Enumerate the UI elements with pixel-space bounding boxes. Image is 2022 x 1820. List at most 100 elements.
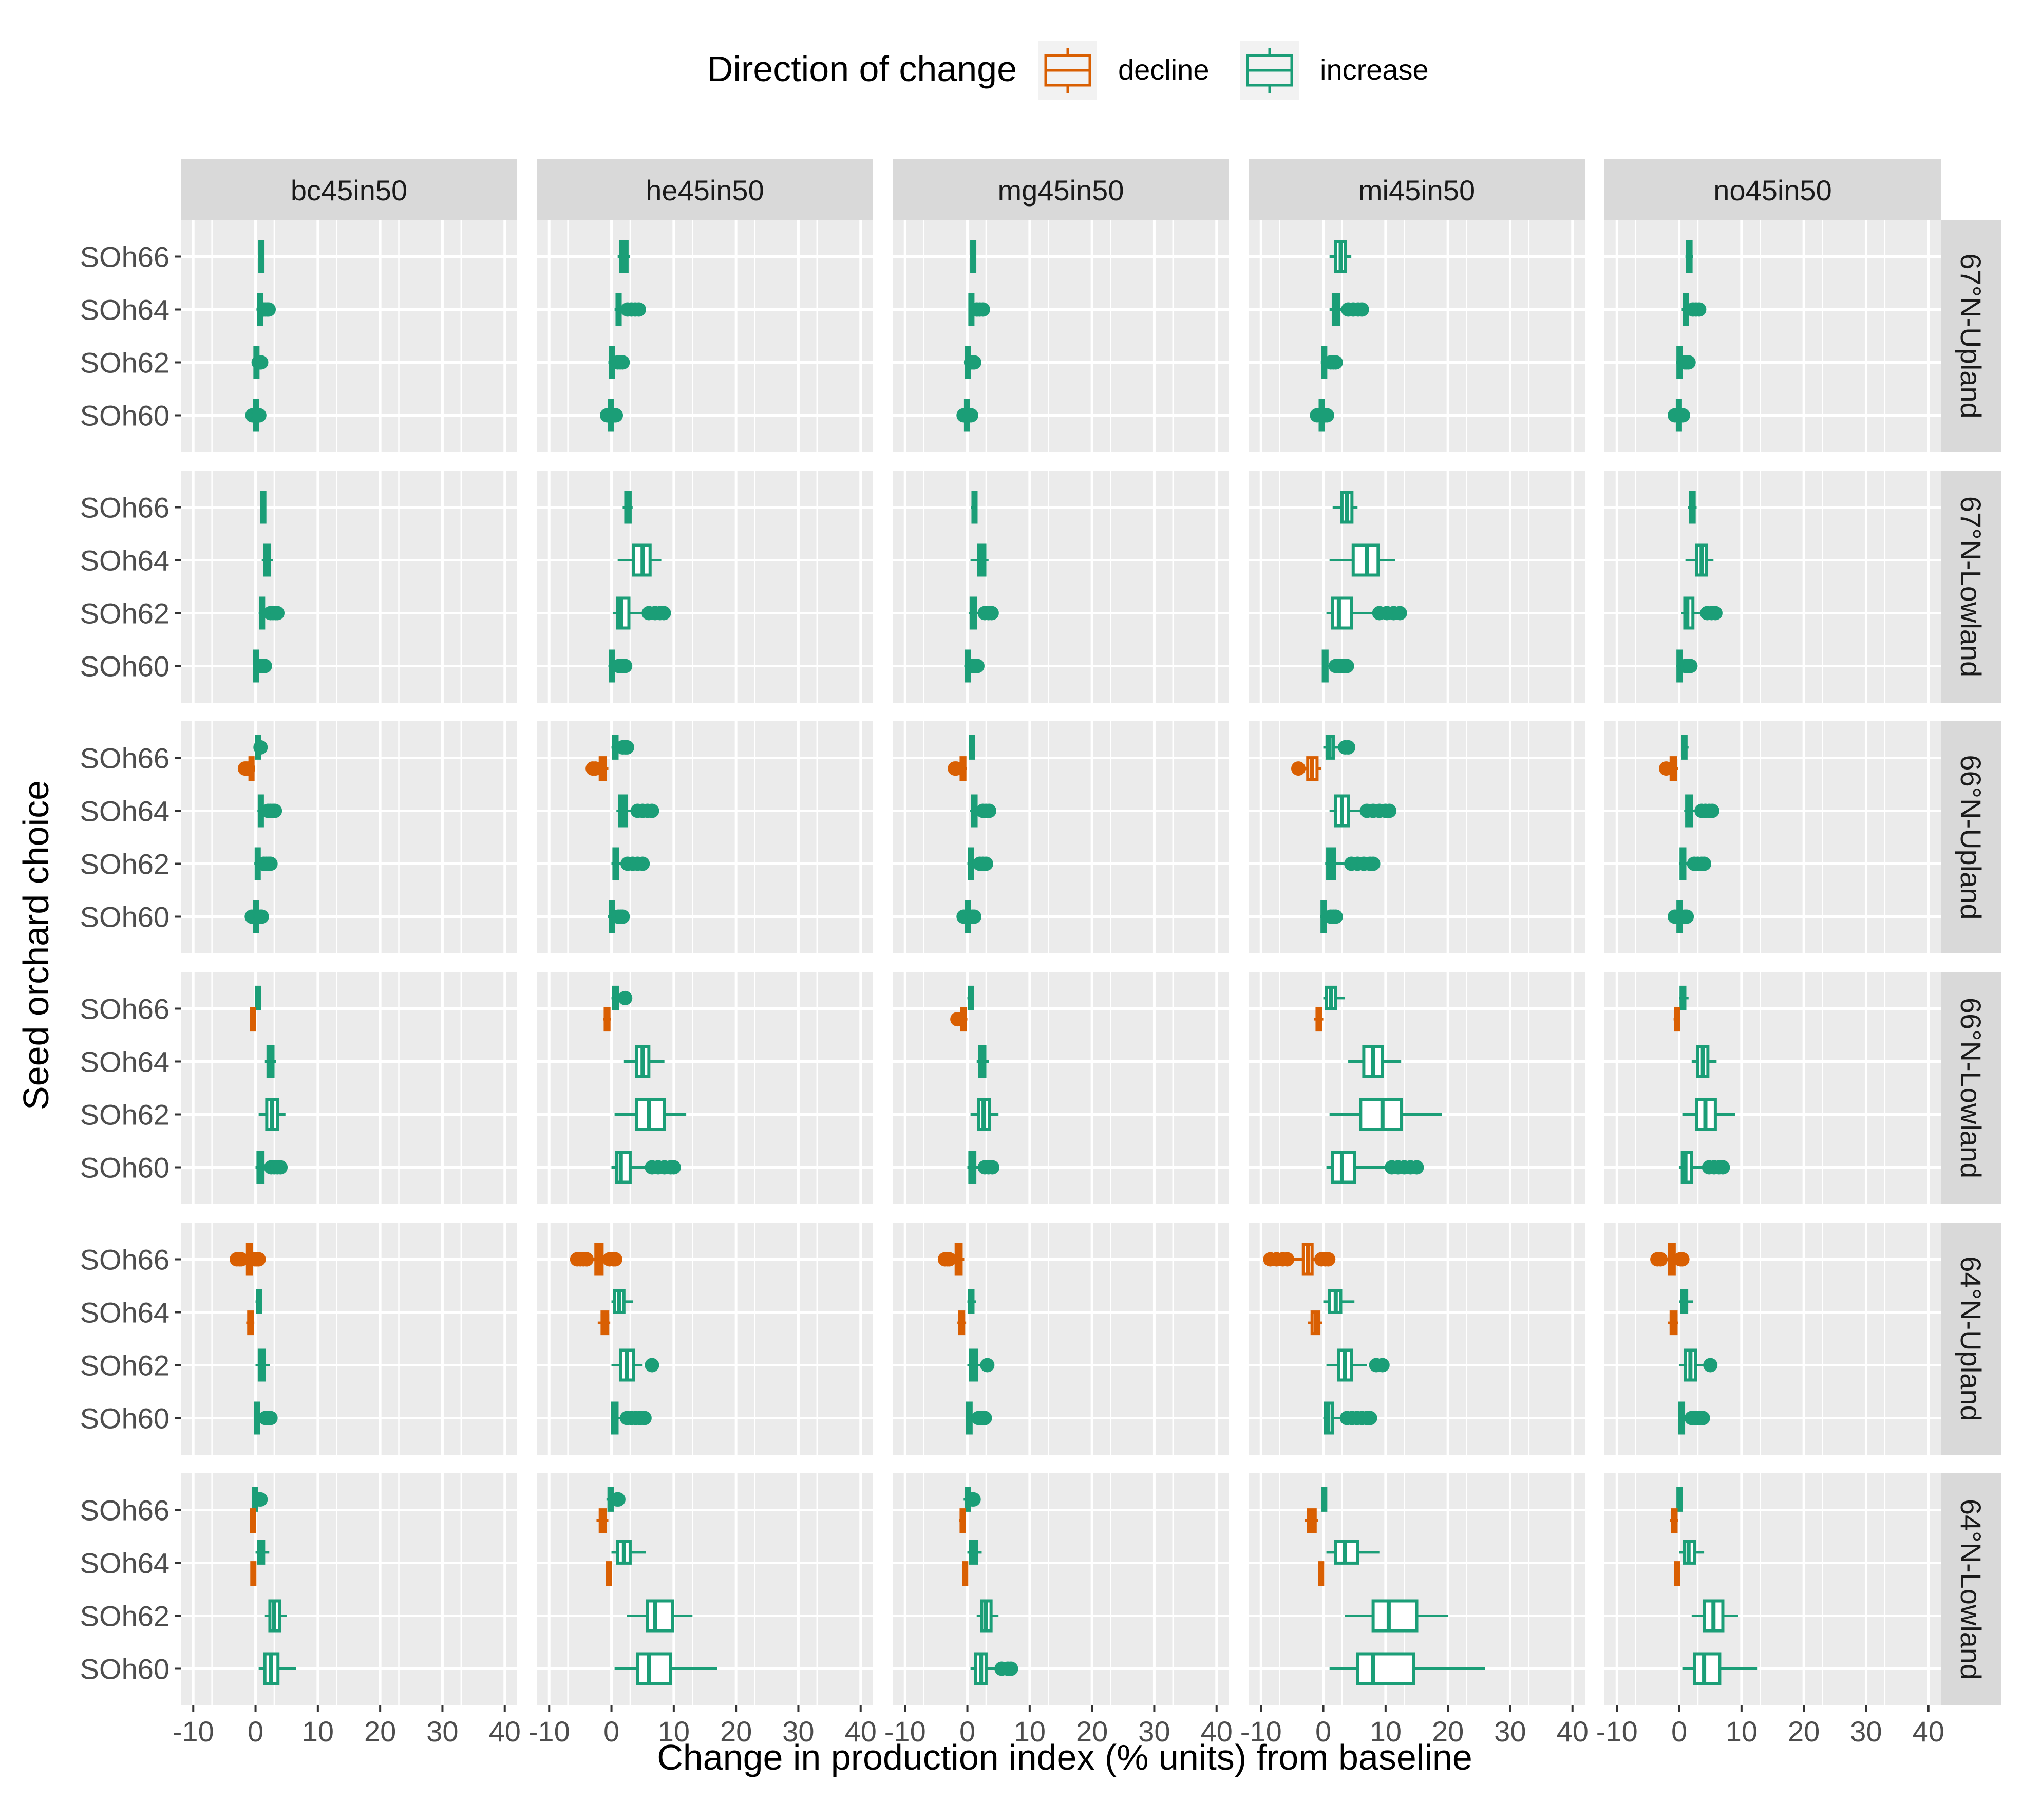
y-tick-label: SOh66 xyxy=(80,742,169,775)
outlier-point xyxy=(1328,355,1343,370)
y-tick-label: SOh62 xyxy=(80,1600,169,1633)
facet-panel xyxy=(537,1473,873,1705)
box-SOh62-increase xyxy=(1679,847,1712,880)
facet-panel xyxy=(1249,1223,1585,1455)
outlier-point xyxy=(656,606,671,621)
box-SOh64-decline xyxy=(1318,1561,1325,1586)
box-SOh62-increase xyxy=(1691,1599,1738,1633)
y-tick-label: SOh60 xyxy=(80,901,169,933)
box-SOh66-increase xyxy=(1321,1487,1328,1512)
box-SOh66-increase xyxy=(1681,735,1689,760)
box-SOh66-decline xyxy=(1314,1007,1324,1032)
box-SOh64-decline xyxy=(597,1310,611,1336)
outlier-point xyxy=(268,803,282,818)
outlier-point xyxy=(1681,355,1696,370)
outlier-point xyxy=(635,856,650,871)
box-iqr xyxy=(1356,1652,1415,1685)
box-SOh62-increase xyxy=(1679,1348,1718,1382)
facet-panel xyxy=(537,972,873,1204)
x-tick-label: 0 xyxy=(1315,1715,1331,1748)
facet-strip-row xyxy=(1941,471,2001,703)
facet-strip-row xyxy=(1941,220,2001,452)
box-SOh62-increase xyxy=(1345,1599,1448,1633)
box-SOh60-increase xyxy=(608,649,633,683)
facet-strip-label: mi45in50 xyxy=(1358,174,1475,207)
legend: Direction of change decline increase xyxy=(707,41,1429,100)
y-axis-title: Seed orchard choice xyxy=(16,780,56,1110)
box-SOh66-decline xyxy=(959,1508,966,1533)
outlier-point xyxy=(1328,909,1343,924)
y-tick-label: SOh64 xyxy=(80,294,169,326)
outlier-point xyxy=(1695,1411,1710,1425)
box-SOh62-increase xyxy=(1682,1098,1735,1131)
y-tick-label: SOh66 xyxy=(80,241,169,273)
box-SOh66-increase xyxy=(971,491,978,524)
y-tick-label: SOh66 xyxy=(80,1244,169,1276)
box-SOh66-increase xyxy=(258,240,265,273)
box-iqr xyxy=(1693,1652,1722,1685)
box-SOh60-increase xyxy=(964,649,985,683)
outlier-point xyxy=(631,302,646,317)
box-SOh64-decline xyxy=(1668,1310,1678,1336)
outlier-point xyxy=(618,990,633,1005)
outlier-point xyxy=(234,1252,249,1267)
outlier-point xyxy=(1653,1252,1668,1267)
x-tick-label: 40 xyxy=(1913,1715,1944,1748)
box-SOh62-increase xyxy=(264,1599,287,1633)
box-SOh66-increase xyxy=(622,491,633,524)
outlier-point xyxy=(263,856,278,871)
box-SOh62-increase xyxy=(614,1098,687,1131)
outlier-point xyxy=(645,803,659,818)
box-SOh64-increase xyxy=(255,1540,270,1565)
box-SOh62-increase xyxy=(1326,596,1407,630)
box-SOh64-increase xyxy=(967,1289,976,1314)
outlier-point xyxy=(257,659,272,673)
box-SOh64-increase xyxy=(1679,1289,1693,1314)
x-tick-label: 20 xyxy=(364,1715,396,1748)
y-tick-label: SOh64 xyxy=(80,1547,169,1580)
box-SOh66-increase xyxy=(606,1487,626,1512)
box-SOh64-increase xyxy=(968,293,990,326)
box-SOh66-increase xyxy=(1676,1487,1683,1512)
outlier-point xyxy=(967,355,981,370)
box-SOh66-increase xyxy=(255,985,261,1010)
x-tick-label: 30 xyxy=(426,1715,458,1748)
box-SOh62-increase xyxy=(968,596,999,630)
x-tick-label: 10 xyxy=(1370,1715,1402,1748)
x-tick-label: 40 xyxy=(1201,1715,1233,1748)
box-SOh66-increase xyxy=(1688,491,1697,524)
outlier-point xyxy=(251,1252,266,1267)
outlier-point xyxy=(982,803,997,818)
y-tick-label: SOh66 xyxy=(80,1494,169,1527)
outlier-point xyxy=(611,1492,626,1507)
box-SOh64-decline xyxy=(250,1561,257,1586)
box-SOh64-increase xyxy=(970,794,997,828)
box-SOh62-increase xyxy=(258,1098,286,1131)
y-tick-label: SOh60 xyxy=(80,650,169,683)
x-tick-label: 30 xyxy=(1494,1715,1526,1748)
x-tick-label: 30 xyxy=(782,1715,814,1748)
outlier-point xyxy=(608,1252,622,1267)
box-iqr xyxy=(615,1151,632,1184)
box-SOh62-increase xyxy=(254,847,278,880)
box-SOh66-decline xyxy=(1659,756,1678,781)
x-tick-label: -10 xyxy=(1240,1715,1282,1748)
box-SOh64-increase xyxy=(1679,1540,1705,1565)
box-SOh66-increase xyxy=(963,1487,981,1512)
facet-panels: bc45in50 he45in50 mg45in50 mi45in50 no45in50… xyxy=(80,159,2001,1748)
box-SOh66-increase xyxy=(253,735,268,760)
box-SOh60-increase xyxy=(253,649,272,683)
facet-strip-row-label: 67°N-Upland xyxy=(1955,253,1987,418)
x-tick-label: 0 xyxy=(1671,1715,1687,1748)
outlier-point xyxy=(1392,606,1407,621)
box-SOh60-increase xyxy=(258,1652,296,1685)
outlier-point xyxy=(1321,1252,1336,1267)
outlier-point xyxy=(1382,803,1397,818)
box-SOh62-increase xyxy=(976,1599,999,1633)
x-tick-label: 20 xyxy=(720,1715,752,1748)
outlier-point xyxy=(588,761,603,776)
box-SOh64-decline xyxy=(1308,1310,1322,1336)
outlier-point xyxy=(1319,408,1334,423)
box-SOh60-increase xyxy=(970,1652,1018,1685)
